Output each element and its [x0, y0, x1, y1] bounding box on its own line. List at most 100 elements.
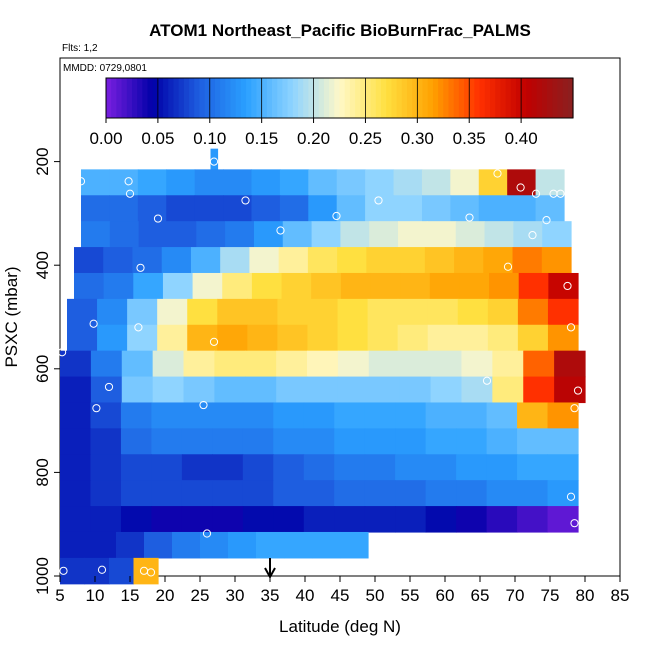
colorbar-segment: [479, 78, 486, 118]
y-tick-label: 400: [33, 251, 52, 279]
colorbar-segment: [251, 78, 258, 118]
colorbar-tick-label: 0.25: [349, 129, 382, 148]
heatmap-cell: [81, 221, 111, 248]
sample-point: [570, 404, 579, 413]
heatmap-cell: [303, 428, 335, 455]
heatmap-cell: [307, 350, 339, 378]
heatmap-cell: [151, 480, 183, 507]
heatmap-cell: [152, 376, 185, 404]
heatmap-cell: [456, 402, 488, 429]
colorbar-segment: [287, 78, 294, 118]
colorbar-segment: [536, 78, 543, 118]
colorbar-segment: [417, 78, 424, 118]
x-tick-label: 20: [156, 586, 175, 605]
heatmap-cell: [483, 247, 514, 274]
heatmap-cell: [399, 350, 432, 378]
colorbar-segment: [489, 78, 496, 118]
heatmap-cell: [183, 350, 216, 378]
heatmap-cell: [456, 506, 488, 533]
sample-point: [199, 400, 208, 410]
colorbar-segment: [121, 78, 128, 118]
heatmap-cell: [547, 324, 579, 352]
heatmap-cell: [334, 428, 366, 455]
sample-point: [573, 386, 583, 395]
heatmap-cell: [81, 169, 111, 196]
heatmap-cell: [212, 402, 244, 429]
heatmap-cells: [60, 148, 586, 585]
colorbar-segment: [557, 78, 564, 118]
heatmap-cell: [303, 506, 335, 533]
heatmap-cell: [192, 272, 223, 300]
sample-point: [125, 189, 135, 198]
heatmap-cell: [367, 324, 399, 352]
heatmap-cell: [400, 272, 431, 300]
chart-title: ATOM1 Northeast_Pacific BioBurnFrac_PALM…: [149, 21, 531, 40]
colorbar-segment: [209, 78, 216, 118]
colorbar-segment: [406, 78, 413, 118]
colorbar-segment: [266, 78, 273, 118]
heatmap-cell: [547, 428, 579, 455]
heatmap-cell: [284, 531, 313, 559]
sample-point: [563, 281, 572, 291]
x-tick-label: 10: [86, 586, 105, 605]
heatmap-cell: [523, 376, 555, 404]
heatmap-cell: [217, 298, 248, 326]
heatmap-cell: [151, 402, 183, 429]
sample-point: [209, 157, 219, 166]
y-tick-label: 600: [33, 355, 52, 383]
heatmap-cell: [81, 195, 111, 222]
heatmap-cell: [337, 376, 370, 404]
heatmap-cell: [395, 247, 426, 274]
heatmap-cell: [370, 272, 401, 300]
x-tick-label: 45: [331, 586, 350, 605]
heatmap-cell: [340, 221, 370, 248]
sample-point: [134, 323, 143, 332]
x-tick-label: 50: [366, 586, 385, 605]
heatmap-cell: [273, 454, 305, 481]
heatmap-cell: [518, 272, 549, 300]
heatmap-cell: [60, 506, 92, 533]
sample-point: [146, 568, 156, 577]
heatmap-cell: [337, 350, 370, 378]
y-axis-label: PSXC (mbar): [2, 266, 21, 367]
heatmap-cell: [478, 169, 508, 196]
heatmap-cell: [547, 454, 579, 481]
heatmap-cell: [398, 221, 428, 248]
colorbar-segment: [401, 78, 408, 118]
colorbar-tick-label: 0.30: [401, 129, 434, 148]
colorbar-segment: [469, 78, 476, 118]
heatmap-cell: [133, 272, 164, 300]
sample-point: [136, 263, 145, 272]
heatmap-cell: [103, 247, 134, 274]
heatmap-cell: [484, 221, 514, 248]
sample-point: [89, 319, 98, 328]
colorbar-segment: [484, 78, 491, 118]
colorbar-segment: [427, 78, 434, 118]
colorbar-segment: [375, 78, 382, 118]
heatmap-cell: [166, 195, 196, 222]
heatmap-cell: [103, 272, 134, 300]
heatmap-cell: [212, 428, 244, 455]
colorbar-segment: [432, 78, 439, 118]
heatmap-cell: [541, 247, 572, 274]
x-tick-label: 15: [121, 586, 140, 605]
sample-point: [566, 323, 576, 332]
colorbar-segment: [230, 78, 237, 118]
heatmap-cell: [222, 272, 253, 300]
colorbar-segment: [178, 78, 185, 118]
heatmap-cell: [456, 480, 488, 507]
flights-label: Flts: 1,2: [62, 43, 98, 54]
heatmap-cell: [486, 480, 518, 507]
x-tick-label: 70: [506, 586, 525, 605]
latitude-marker-arrow: [264, 558, 276, 580]
heatmap-cell: [517, 298, 549, 326]
heatmap-cell: [478, 195, 508, 222]
heatmap-cell: [364, 428, 396, 455]
colorbar-segment: [131, 78, 138, 118]
heatmap-cell: [368, 350, 401, 378]
heatmap-cell: [547, 402, 579, 429]
heatmap-cell: [242, 454, 274, 481]
heatmap-cell: [120, 506, 153, 533]
heatmap-cell: [459, 272, 490, 300]
heatmap-cell: [487, 298, 519, 326]
